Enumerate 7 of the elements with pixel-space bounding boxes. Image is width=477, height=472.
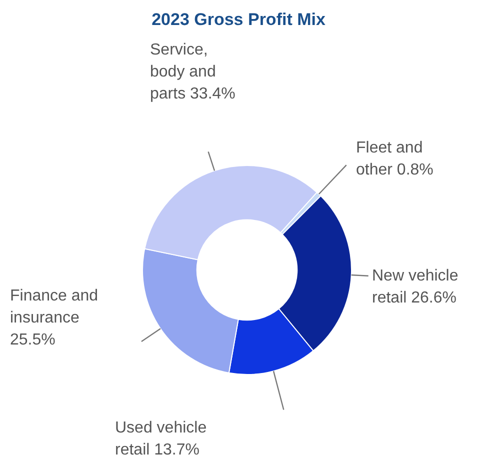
- slice-label: Fleet and other 0.8%: [356, 139, 434, 178]
- data-label: 25.5%: [10, 331, 56, 348]
- chart-title: 2023 Gross Profit Mix: [150, 9, 326, 31]
- slice-label: New vehicle retail 26.6%: [372, 267, 458, 306]
- slice-label: Service, body and parts 33.4%: [150, 41, 236, 102]
- slice-label: Used vehicle retail 13.7%: [115, 419, 207, 458]
- slice-label: Finance and insurance: [10, 287, 98, 326]
